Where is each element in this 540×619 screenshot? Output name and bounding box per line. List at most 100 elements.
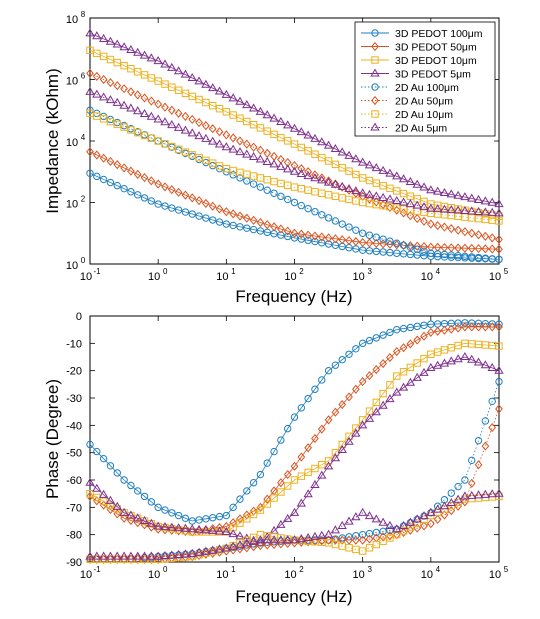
data-point — [344, 150, 354, 159]
data-point — [256, 502, 265, 512]
data-point — [304, 468, 312, 477]
y-tick-label: -20 — [66, 366, 82, 378]
data-point — [495, 217, 503, 225]
data-point — [86, 169, 94, 177]
data-point — [467, 228, 476, 238]
data-point — [420, 242, 428, 252]
data-point — [256, 217, 265, 228]
series-line — [89, 112, 500, 222]
data-point — [461, 497, 469, 507]
data-point — [392, 530, 401, 540]
data-point — [188, 551, 197, 562]
data-point — [221, 526, 232, 535]
data-point — [209, 216, 217, 224]
data-point — [296, 168, 306, 177]
data-point — [201, 525, 211, 534]
data-point — [454, 323, 462, 333]
data-point — [173, 523, 184, 532]
data-point — [290, 461, 299, 471]
data-point — [92, 554, 101, 564]
data-point — [270, 189, 278, 197]
data-point — [317, 173, 326, 183]
data-point — [86, 440, 94, 449]
data-point — [460, 352, 470, 361]
data-point — [357, 420, 368, 429]
data-point — [289, 166, 300, 175]
data-point — [187, 524, 197, 533]
data-point — [358, 191, 367, 201]
data-point — [364, 413, 375, 422]
data-point — [419, 367, 429, 376]
data-point — [270, 222, 278, 232]
data-point — [208, 136, 218, 145]
data-point — [290, 228, 299, 238]
data-point — [167, 120, 177, 129]
y-tick-label-exponent: 8 — [81, 10, 86, 19]
data-point — [413, 359, 421, 367]
data-point — [358, 237, 367, 248]
data-point — [263, 220, 272, 230]
data-point — [188, 210, 196, 218]
data-point — [447, 224, 456, 234]
legend-entry: 3D PEDOT 5μm — [361, 69, 471, 81]
data-point — [338, 399, 347, 410]
data-point — [317, 137, 327, 146]
data-point — [119, 100, 129, 109]
data-point — [365, 238, 374, 248]
data-point — [357, 157, 368, 166]
data-point — [99, 497, 108, 506]
data-point — [494, 199, 504, 208]
data-point — [453, 494, 463, 503]
data-point — [249, 142, 258, 152]
data-point — [243, 487, 251, 495]
data-point — [174, 206, 183, 214]
data-point — [473, 194, 484, 203]
data-point — [194, 547, 204, 556]
data-point — [139, 108, 150, 117]
data-point — [385, 394, 395, 403]
data-point — [386, 202, 394, 212]
data-point — [467, 322, 476, 332]
data-point — [426, 362, 436, 371]
data-point — [236, 223, 244, 231]
data-point — [474, 230, 483, 240]
data-point — [120, 554, 128, 564]
phase-chart: 10 -1 10 0 10 1 10 2 10 3 10 4 10 50-10-20-30-40-50-6… — [43, 311, 509, 606]
data-point — [86, 68, 94, 78]
data-point — [99, 175, 108, 184]
data-point — [337, 520, 347, 529]
data-point — [324, 366, 333, 375]
data-point — [323, 461, 334, 470]
data-point — [461, 476, 469, 484]
data-point — [419, 511, 429, 520]
data-point — [337, 147, 347, 156]
data-point — [460, 491, 470, 500]
x-tick-label-exponent: 3 — [367, 267, 372, 276]
x-tick-label-exponent: 2 — [299, 267, 304, 276]
data-point — [440, 325, 449, 335]
data-point — [474, 460, 483, 470]
data-point — [351, 188, 360, 198]
data-point — [270, 447, 278, 456]
data-point — [106, 501, 115, 509]
x-tick-label: 10 — [421, 271, 433, 283]
data-point — [297, 229, 306, 239]
data-point — [276, 519, 286, 528]
data-point — [99, 74, 108, 85]
data-point — [262, 110, 272, 119]
legend-entry: 2D Au 50μm — [361, 96, 453, 108]
data-point — [365, 371, 374, 381]
data-point — [303, 171, 313, 180]
data-point — [331, 179, 340, 189]
data-point — [371, 514, 381, 523]
data-point — [385, 194, 395, 203]
x-tick-label-exponent: 0 — [163, 565, 168, 574]
data-point — [139, 50, 150, 59]
legend-label: 3D PEDOT 10μm — [395, 55, 477, 67]
data-point — [330, 143, 341, 153]
legend-marker — [371, 110, 379, 118]
data-point — [413, 335, 422, 345]
x-tick-label-exponent: -1 — [93, 267, 101, 276]
data-point — [290, 234, 299, 242]
data-point — [256, 145, 265, 155]
